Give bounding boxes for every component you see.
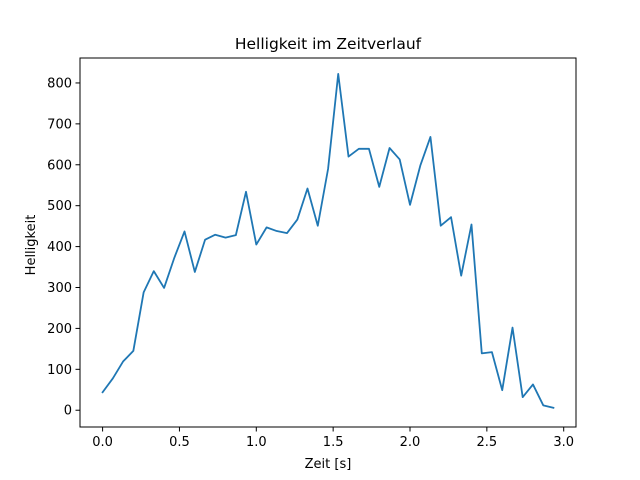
x-tick-label: 0.5: [169, 435, 190, 450]
axes-frame: [79, 57, 577, 428]
x-tick-label: 1.0: [246, 435, 267, 450]
series-line-0: [101, 73, 555, 409]
x-tick-label: 2.5: [477, 435, 498, 450]
x-tick-label: 0.0: [92, 435, 113, 450]
plot-area: 0.0 0.5 1.0 1.5 2.0 2.5 3.0 0 100 200 300 400 500 600…: [47, 57, 577, 450]
y-tick-label: 100: [47, 363, 72, 378]
y-tick-label: 300: [47, 281, 72, 296]
x-axis-label: Zeit [s]: [305, 457, 352, 472]
chart-title: Helligkeit im Zeitverlauf: [235, 35, 422, 53]
y-axis-label: Helligkeit: [24, 215, 39, 276]
y-tick-label: 600: [47, 158, 72, 173]
y-tick-label: 400: [47, 240, 72, 255]
y-tick-label: 700: [47, 117, 72, 132]
x-tick-label: 1.5: [323, 435, 344, 450]
y-tick-label: 200: [47, 322, 72, 337]
y-tick-label: 500: [47, 199, 72, 214]
y-tick-label: 800: [47, 76, 72, 91]
x-tick-label: 2.0: [400, 435, 421, 450]
y-tick-label: 0: [64, 404, 72, 419]
x-tick-label: 3.0: [553, 435, 574, 450]
